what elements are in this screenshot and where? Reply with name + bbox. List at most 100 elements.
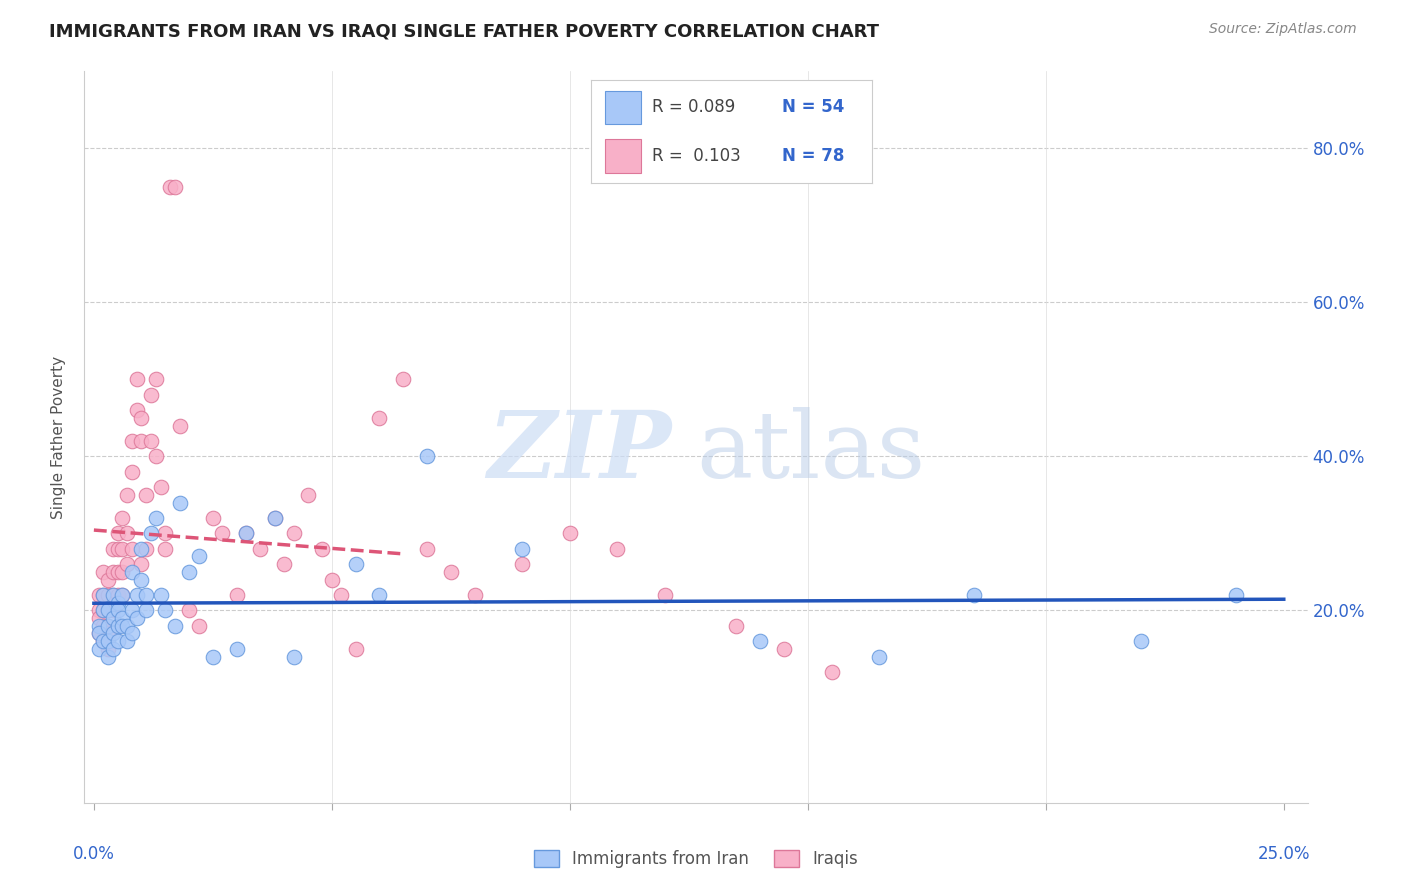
Point [344,641,367,656]
Point [321,573,343,587]
Point [139,388,162,402]
Point [87,641,110,656]
Point [97,618,120,632]
Point [111,541,134,556]
Point [155,526,177,541]
Point [111,588,134,602]
Point [121,603,143,617]
Point [125,611,148,625]
Point [87,588,110,602]
Point [97,603,120,617]
Point [101,541,124,556]
Text: atlas: atlas [696,407,925,497]
Point [135,541,157,556]
Point [283,649,305,664]
Point [101,603,124,617]
Point [139,526,162,541]
Point [1130,634,1153,648]
Text: N = 78: N = 78 [782,146,844,165]
Text: N = 54: N = 54 [782,98,844,117]
Point [263,511,285,525]
Point [283,526,305,541]
Point [163,179,186,194]
Point [115,557,138,571]
Point [101,565,124,579]
Point [725,618,748,632]
Point [155,603,177,617]
Point [297,488,319,502]
Point [93,588,115,602]
Point [107,596,129,610]
Point [101,588,124,602]
Point [135,488,157,502]
Point [416,450,439,464]
Point [121,565,143,579]
Point [139,434,162,448]
Point [135,588,157,602]
Point [121,465,143,479]
Point [131,541,153,556]
Point [107,603,129,617]
Point [440,565,463,579]
Point [93,603,115,617]
Text: Source: ZipAtlas.com: Source: ZipAtlas.com [1209,22,1357,37]
Point [107,565,129,579]
Point [145,450,167,464]
Point [654,588,676,602]
Point [115,488,138,502]
Point [820,665,842,679]
Point [225,641,247,656]
Point [368,410,391,425]
Point [101,588,124,602]
Point [107,526,129,541]
Text: IMMIGRANTS FROM IRAN VS IRAQI SINGLE FATHER POVERTY CORRELATION CHART: IMMIGRANTS FROM IRAN VS IRAQI SINGLE FAT… [49,22,879,40]
Legend: Immigrants from Iran, Iraqis: Immigrants from Iran, Iraqis [527,844,865,875]
Point [177,565,200,579]
Point [169,418,191,433]
Point [510,557,533,571]
Point [97,588,120,602]
Point [107,618,129,632]
Point [93,565,115,579]
Point [97,573,120,587]
Point [121,541,143,556]
Point [97,649,120,664]
Point [87,618,110,632]
Point [416,541,439,556]
Point [392,372,415,386]
Point [149,588,172,602]
Point [111,588,134,602]
Bar [605,139,641,173]
Point [330,588,353,602]
Point [87,626,110,640]
Point [163,618,186,632]
Point [115,634,138,648]
Point [87,611,110,625]
Point [121,434,143,448]
Point [201,511,224,525]
Point [263,511,285,525]
Text: 0.0%: 0.0% [73,845,115,863]
Point [225,588,247,602]
Point [101,626,124,640]
Point [121,626,143,640]
Point [344,557,367,571]
Point [249,541,271,556]
Point [125,588,148,602]
Point [159,179,181,194]
Point [606,541,628,556]
Point [211,526,233,541]
Point [187,549,209,564]
Point [125,403,148,417]
Point [97,641,120,656]
Point [235,526,257,541]
Bar [605,91,641,124]
Point [111,618,134,632]
Point [510,541,533,556]
Point [93,603,115,617]
Point [97,618,120,632]
Point [115,618,138,632]
Point [135,603,157,617]
Point [115,526,138,541]
Point [111,611,134,625]
